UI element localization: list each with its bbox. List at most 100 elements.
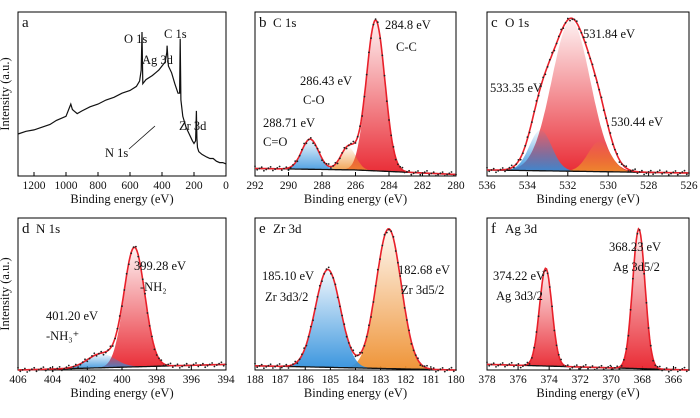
raw-data-point — [665, 367, 668, 369]
raw-data-point — [256, 366, 259, 369]
raw-data-point — [634, 168, 636, 171]
raw-data-point — [562, 365, 565, 367]
raw-data-point — [674, 170, 677, 172]
raw-data-point — [452, 370, 455, 373]
x-tick-label: 290 — [280, 180, 298, 192]
x-tick-label: 188 — [246, 374, 264, 386]
raw-data-point — [486, 361, 488, 364]
raw-data-point — [171, 366, 174, 368]
panel-title: O 1s — [505, 15, 529, 30]
raw-data-point — [336, 296, 339, 299]
raw-data-point — [174, 364, 177, 367]
raw-data-point — [609, 132, 612, 134]
raw-data-point — [285, 363, 288, 366]
raw-data-point — [555, 42, 558, 45]
panel-title: Zr 3d — [273, 221, 302, 236]
raw-data-point — [582, 36, 585, 39]
raw-data-point — [522, 152, 524, 155]
x-tick-label: 280 — [447, 180, 465, 192]
raw-data-point — [327, 163, 330, 165]
raw-data-point — [401, 166, 404, 169]
raw-data-point — [519, 158, 522, 161]
raw-data-point — [591, 365, 594, 367]
raw-data-point — [289, 166, 292, 169]
raw-data-point — [208, 363, 211, 366]
raw-data-point — [555, 344, 558, 347]
peak-label: -NH₃⁺ — [46, 329, 79, 343]
raw-data-point — [508, 363, 511, 365]
raw-data-point — [488, 170, 491, 173]
raw-data-point — [548, 286, 551, 288]
raw-data-point — [17, 366, 19, 369]
x-tick-label: 400 — [153, 180, 171, 192]
raw-data-point — [258, 365, 261, 367]
raw-data-point — [278, 165, 281, 168]
raw-data-point — [605, 117, 607, 120]
raw-data-point — [419, 364, 422, 366]
x-tick-label: 1200 — [23, 180, 46, 192]
raw-data-point — [155, 354, 158, 356]
raw-data-point — [499, 168, 502, 171]
raw-data-point — [403, 171, 406, 174]
raw-data-point — [121, 305, 123, 308]
raw-data-point — [551, 305, 553, 308]
raw-data-point — [79, 363, 82, 366]
raw-data-point — [593, 74, 596, 77]
raw-data-point — [410, 343, 413, 345]
raw-data-point — [448, 368, 451, 370]
raw-data-point — [591, 63, 594, 66]
raw-data-point — [394, 158, 397, 161]
raw-data-point — [421, 365, 424, 367]
raw-data-point — [495, 171, 497, 174]
x-tick-label: 528 — [640, 180, 658, 192]
raw-data-point — [365, 335, 368, 338]
x-tick-label: 284 — [380, 180, 398, 192]
raw-data-point — [437, 369, 439, 372]
raw-data-point — [564, 21, 567, 24]
panel-letter: b — [259, 15, 267, 31]
raw-data-point — [298, 154, 301, 157]
peak-component-blue — [487, 130, 689, 173]
x-tick-label: 396 — [183, 374, 201, 386]
x-tick-label: 200 — [185, 180, 203, 192]
raw-data-point — [274, 168, 276, 171]
peak-component-orange — [255, 147, 456, 175]
raw-data-point — [421, 172, 424, 175]
peak-component-orange — [255, 228, 456, 370]
raw-data-point — [506, 168, 509, 171]
raw-data-point — [679, 369, 681, 372]
raw-data-point — [399, 275, 402, 277]
raw-data-point — [602, 368, 605, 371]
panel-letter: f — [491, 221, 496, 237]
raw-data-point — [63, 367, 66, 370]
raw-data-point — [575, 364, 578, 366]
raw-data-point — [428, 369, 431, 371]
raw-data-point — [614, 367, 616, 369]
raw-data-point — [130, 252, 133, 255]
raw-data-point — [274, 365, 276, 368]
raw-data-point — [65, 366, 68, 369]
raw-data-point — [432, 171, 435, 174]
raw-data-point — [339, 157, 341, 160]
raw-data-point — [316, 147, 319, 150]
raw-data-point — [77, 366, 79, 368]
raw-data-point — [265, 366, 268, 368]
peak-label: Ag 3d5/2 — [613, 260, 660, 274]
x-tick-label: 800 — [89, 180, 107, 192]
raw-data-point — [584, 364, 587, 366]
raw-data-point — [609, 364, 612, 367]
raw-data-point — [267, 167, 270, 170]
raw-data-point — [412, 172, 415, 175]
x-tick-label: 288 — [313, 180, 331, 192]
raw-data-point — [283, 167, 285, 170]
raw-data-point — [102, 353, 105, 356]
raw-data-point — [390, 230, 393, 233]
raw-data-point — [19, 370, 22, 373]
x-axis-label: Binding energy (eV) — [536, 386, 639, 400]
raw-data-point — [654, 364, 657, 367]
fit-envelope-line — [255, 18, 457, 176]
peak-component-red — [487, 228, 689, 370]
raw-data-point — [285, 166, 288, 169]
raw-data-point — [683, 169, 686, 172]
raw-data-point — [397, 163, 399, 166]
